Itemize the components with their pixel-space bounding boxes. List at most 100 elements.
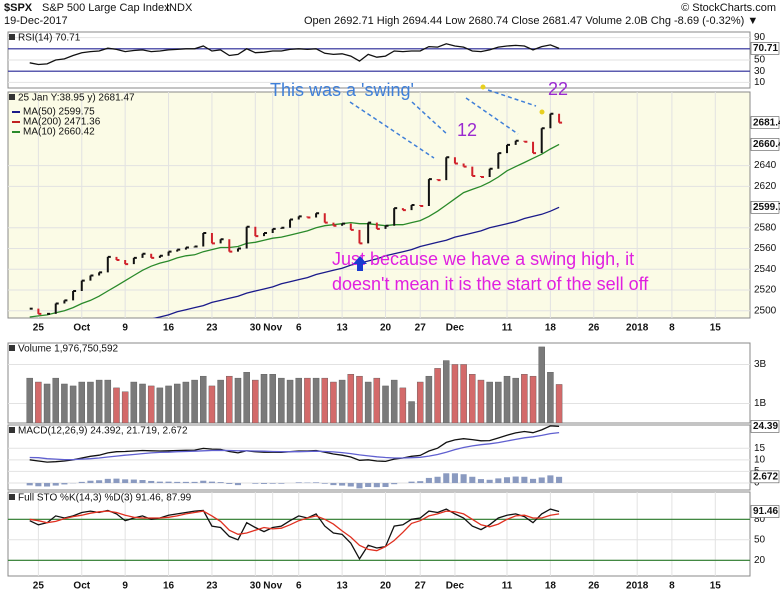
histogram-bar — [556, 476, 563, 484]
volume-bar — [451, 364, 459, 423]
x-tick-label: Dec — [446, 581, 465, 592]
x-tick-label: 13 — [337, 323, 349, 334]
arrow — [349, 101, 435, 159]
price-bar — [115, 256, 120, 261]
price-bar — [436, 179, 441, 182]
y-tick-label: 10 — [754, 77, 766, 88]
volume-bar — [182, 381, 190, 423]
histogram-bar — [547, 475, 554, 484]
price-bar — [523, 140, 528, 143]
x-tick-label: Oct — [73, 323, 90, 334]
annotation: doesn't mean it is the start of the sell… — [332, 274, 649, 294]
volume-bar — [425, 375, 433, 423]
panel-label: Volume 1,976,750,592 — [18, 344, 119, 355]
tag-label: 70.71 — [753, 43, 778, 54]
volume-bar — [208, 385, 216, 423]
volume-bar — [338, 379, 346, 423]
up-arrow — [353, 256, 367, 271]
marker-dot — [480, 84, 486, 90]
quote: Open 2692.71 High 2694.44 Low 2680.74 Cl… — [304, 15, 758, 27]
price-bar — [124, 259, 129, 266]
index-name: S&P 500 Large Cap Index — [42, 2, 170, 14]
volume-bar — [252, 379, 259, 423]
volume-bar — [156, 387, 164, 423]
histogram-bar — [391, 483, 398, 485]
price-bar — [210, 232, 215, 245]
arrow — [411, 101, 449, 136]
volume-bar — [147, 385, 155, 423]
tag-box — [750, 505, 780, 518]
price-bar — [393, 207, 398, 226]
panel-label-bg — [9, 34, 15, 40]
histogram-bar — [182, 481, 189, 484]
volume-bar — [61, 383, 68, 423]
histogram-bar — [87, 480, 94, 484]
price-bar — [453, 157, 458, 165]
histogram-bar — [217, 482, 224, 484]
x-tick-label: Dec — [446, 323, 465, 334]
exchange: INDX — [166, 2, 193, 14]
y-tick-label: 1B — [754, 398, 767, 409]
histogram-bar — [148, 480, 155, 484]
price-bar — [445, 156, 450, 181]
price-bar — [427, 178, 432, 207]
volume-bar — [503, 375, 511, 423]
price-bar — [89, 274, 94, 281]
tag-box — [750, 470, 780, 484]
price-bar — [289, 218, 294, 228]
x-tick-label: 23 — [206, 581, 218, 592]
y-tick-label: 2520 — [754, 285, 777, 296]
series-line — [152, 206, 560, 318]
price-bar — [497, 152, 502, 169]
tag-label: 2681.47 — [753, 117, 780, 128]
histogram-bar — [104, 478, 111, 484]
volume-bar — [538, 346, 545, 423]
histogram-bar — [139, 480, 146, 484]
volume-bar — [408, 401, 415, 423]
x-tick-label: 9 — [122, 323, 128, 334]
price-bar — [254, 226, 259, 238]
x-tick-label: 6 — [296, 323, 302, 334]
volume-bar — [104, 379, 112, 423]
legend-label: MA(10) 2660.42 — [23, 127, 95, 138]
histogram-bar — [495, 478, 502, 484]
x-tick-label: 16 — [163, 581, 175, 592]
histogram-bar — [191, 481, 198, 484]
volume-bar — [234, 377, 242, 423]
series-line — [29, 43, 560, 66]
volume-bar — [52, 377, 59, 423]
tag-box — [750, 201, 780, 214]
panel-label: RSI(14) 70.71 — [18, 33, 81, 44]
price-bar — [167, 250, 172, 256]
histogram-bar — [208, 481, 215, 484]
histogram-bar — [278, 483, 285, 484]
x-tick-label: 8 — [669, 323, 675, 334]
histogram-bar — [382, 483, 389, 487]
histogram-bar — [269, 483, 276, 484]
x-tick-label: Nov — [263, 581, 282, 592]
panel-background — [7, 491, 751, 577]
histogram-bar — [512, 476, 519, 484]
plot-area — [8, 37, 750, 83]
price-bar — [228, 239, 233, 253]
x-tick-label: 2018 — [626, 323, 649, 334]
panel-label: 25 Jan Y:38.95 y) 2681.47 — [18, 93, 135, 104]
volume-bar — [78, 381, 86, 423]
histogram-bar — [451, 473, 458, 484]
price-bar — [349, 223, 354, 231]
volume-bar — [529, 375, 537, 423]
histogram-bar — [96, 480, 103, 484]
price-bar — [558, 113, 563, 124]
plot-area — [8, 425, 750, 489]
x-tick-label: 15 — [710, 323, 722, 334]
histogram-bar — [61, 483, 68, 485]
price-bar — [462, 163, 467, 168]
price-bar — [488, 167, 493, 178]
y-tick-label: 2580 — [754, 222, 777, 233]
price-bar — [280, 226, 285, 229]
volume-bar — [130, 381, 138, 423]
volume-bar — [260, 374, 268, 423]
annotation: Just because we have a swing high, it — [332, 249, 634, 269]
